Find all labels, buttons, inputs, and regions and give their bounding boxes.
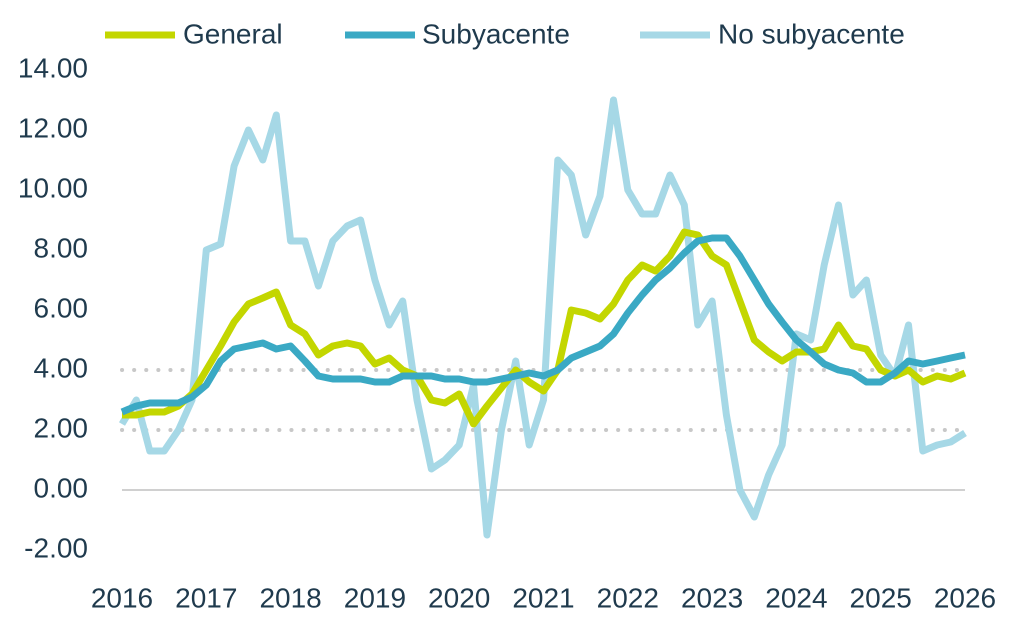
- y-tick-label: 0.00: [34, 472, 89, 503]
- y-tick-label: 12.00: [18, 112, 88, 143]
- x-tick-label: 2023: [681, 582, 743, 613]
- x-tick-label: 2016: [91, 582, 153, 613]
- y-tick-label: 8.00: [34, 232, 89, 263]
- y-tick-label: 2.00: [34, 412, 89, 443]
- x-tick-label: 2019: [344, 582, 406, 613]
- x-tick-label: 2026: [934, 582, 996, 613]
- x-tick-label: 2020: [428, 582, 490, 613]
- x-tick-label: 2017: [175, 582, 237, 613]
- y-tick-label: 10.00: [18, 172, 88, 203]
- legend-label: General: [183, 18, 283, 49]
- x-tick-label: 2024: [765, 582, 827, 613]
- y-tick-label: -2.00: [24, 532, 88, 563]
- legend-label: Subyacente: [422, 18, 570, 49]
- series-line: [120, 234, 966, 416]
- y-tick-label: 14.00: [18, 52, 88, 83]
- x-tick-label: 2022: [597, 582, 659, 613]
- series-line: [122, 228, 967, 428]
- x-tick-label: 2021: [512, 582, 574, 613]
- x-tick-label: 2018: [259, 582, 321, 613]
- y-tick-label: 6.00: [34, 292, 89, 323]
- x-tick-label: 2025: [850, 582, 912, 613]
- series-line: [118, 96, 967, 539]
- y-tick-label: 4.00: [34, 352, 89, 383]
- legend-label: No subyacente: [718, 18, 905, 49]
